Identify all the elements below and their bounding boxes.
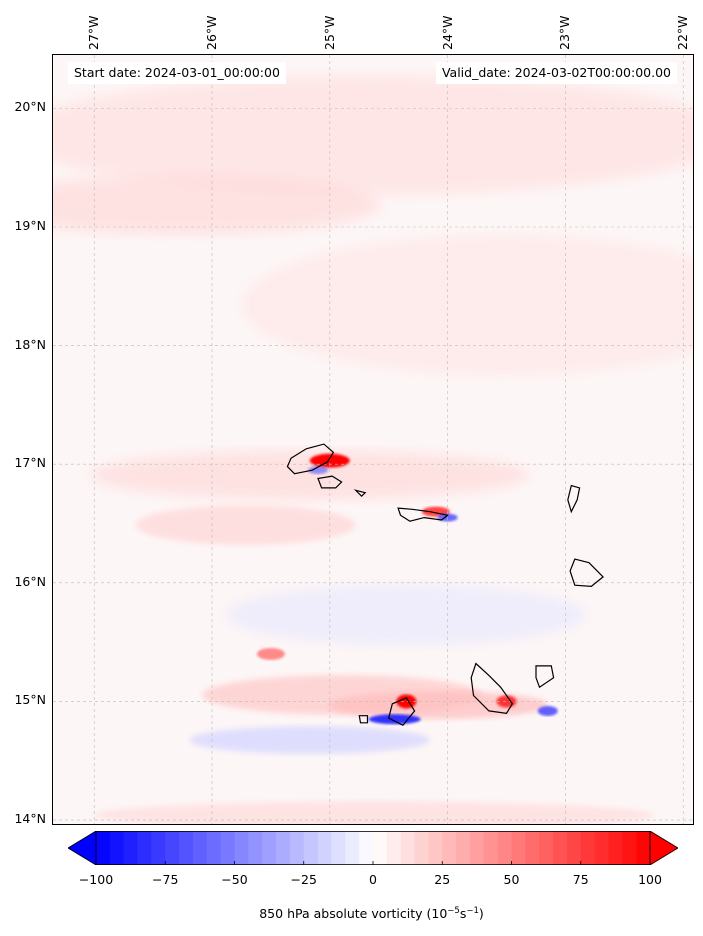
colorbar-gradient <box>67 830 679 866</box>
colorbar-step <box>151 831 166 865</box>
colorbar-step <box>539 831 554 865</box>
longitude-label: 26°W <box>204 15 220 50</box>
colorbar-step <box>428 831 443 865</box>
colorbar-step <box>331 831 346 865</box>
colorbar-tick-label: −25 <box>290 872 317 887</box>
colorbar-step <box>303 831 319 865</box>
colorbar-tick-label: −75 <box>152 872 179 887</box>
valid-date-label: Valid_date: 2024-03-02T00:00:00.00 <box>435 62 677 84</box>
colorbar-step <box>511 831 526 865</box>
island-sal <box>567 484 581 514</box>
latitude-label: 14°N <box>14 811 46 827</box>
graticule-grid <box>53 55 693 824</box>
vorticity-field <box>53 55 693 824</box>
island-sao-nicolau <box>397 507 449 522</box>
colorbar-step <box>497 831 512 865</box>
colorbar-tick-label: −50 <box>221 872 248 887</box>
latitude-label: 15°N <box>14 692 46 708</box>
colorbar-step <box>414 831 429 865</box>
colorbar-tick-label: 75 <box>572 872 589 887</box>
island-santo-antao <box>286 443 335 475</box>
colorbar-step <box>206 831 222 865</box>
latitude-label: 18°N <box>14 336 46 352</box>
colorbar-step <box>359 831 374 865</box>
colorbar-step <box>594 831 609 865</box>
colorbar-step <box>469 831 485 865</box>
colorbar-step <box>96 831 111 865</box>
colorbar-tick-label: 100 <box>638 872 662 887</box>
colorbar <box>67 830 679 866</box>
island-santa-luzia <box>353 489 367 498</box>
colorbar-step <box>608 831 623 865</box>
colorbar-tick-label: 25 <box>434 872 451 887</box>
longitude-label: 23°W <box>557 15 573 50</box>
island-maio <box>535 665 555 689</box>
island-santiago <box>470 662 514 714</box>
latitude-label: 20°N <box>14 99 46 115</box>
colorbar-step <box>109 831 125 865</box>
island-brava <box>358 715 369 724</box>
colorbar-step <box>345 831 360 865</box>
colorbar-step <box>456 831 471 865</box>
colorbar-max-extend <box>649 830 679 866</box>
colorbar-step <box>179 831 194 865</box>
start-date-label: Start date: 2024-03-01_00:00:00 <box>68 62 286 84</box>
colorbar-step <box>400 831 416 865</box>
colorbar-step <box>262 831 277 865</box>
island-fogo <box>388 697 416 726</box>
colorbar-step <box>483 831 499 865</box>
map-plot-area <box>52 54 694 825</box>
colorbar-step <box>289 831 305 865</box>
colorbar-step <box>248 831 263 865</box>
island-coastlines <box>286 443 604 726</box>
colorbar-step <box>622 831 637 865</box>
colorbar-step <box>165 831 180 865</box>
longitude-label: 22°W <box>675 15 691 50</box>
colorbar-tick-label: −100 <box>78 872 114 887</box>
colorbar-step <box>220 831 235 865</box>
colorbar-step <box>442 831 457 865</box>
colorbar-step <box>276 831 291 865</box>
colorbar-tick-label: 50 <box>503 872 520 887</box>
latitude-label: 17°N <box>14 455 46 471</box>
longitude-label: 25°W <box>321 15 337 50</box>
colorbar-step <box>317 831 332 865</box>
colorbar-step <box>386 831 402 865</box>
colorbar-step <box>636 831 651 865</box>
colorbar-step <box>373 831 388 865</box>
colorbar-step <box>525 831 540 865</box>
colorbar-step <box>137 831 152 865</box>
colorbar-label: 850 hPa absolute vorticity (10−5s−1) <box>259 906 484 922</box>
colorbar-step <box>553 831 568 865</box>
colorbar-step <box>234 831 249 865</box>
latitude-label: 19°N <box>14 217 46 233</box>
colorbar-step <box>123 831 139 865</box>
colorbar-step <box>580 831 596 865</box>
colorbar-step <box>566 831 582 865</box>
island-sao-vicente <box>317 475 343 489</box>
colorbar-step <box>192 831 208 865</box>
vorticity-map <box>53 55 693 824</box>
colorbar-min-extend <box>67 830 97 866</box>
longitude-label: 27°W <box>86 15 102 50</box>
colorbar-tick-label: 0 <box>369 872 377 887</box>
longitude-label: 24°W <box>439 15 455 50</box>
island-boa-vista <box>569 558 604 588</box>
latitude-label: 16°N <box>14 573 46 589</box>
